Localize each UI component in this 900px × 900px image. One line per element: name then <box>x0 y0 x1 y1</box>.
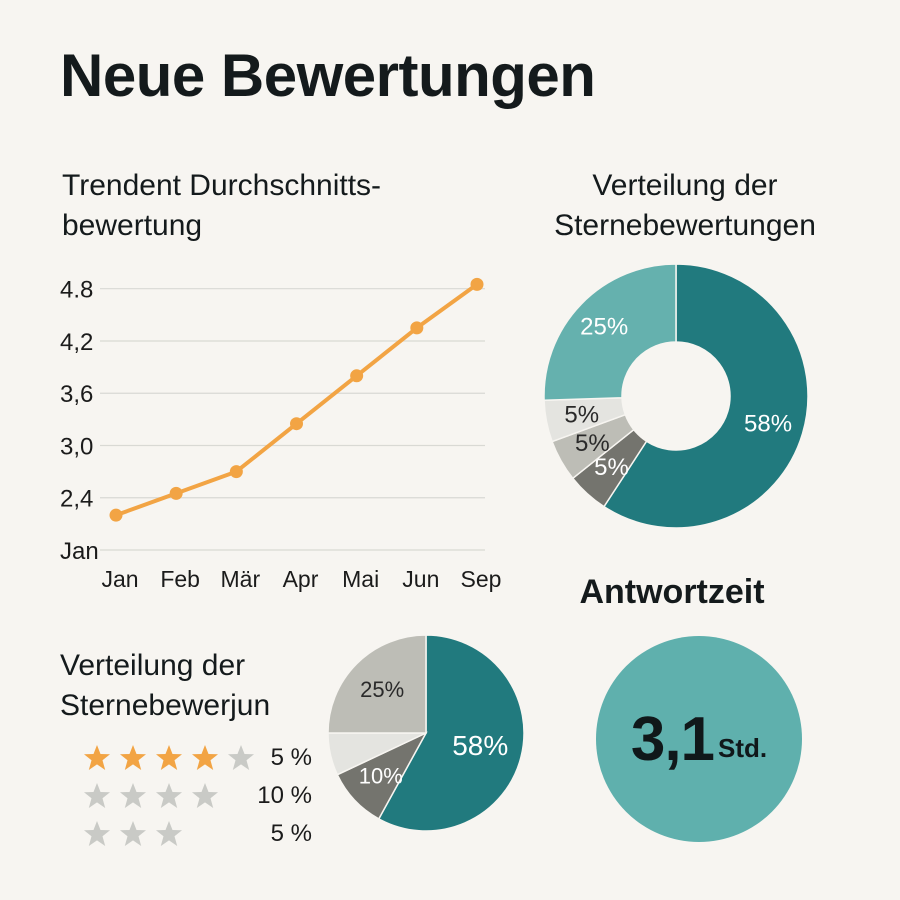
rating-percent: 10 % <box>257 782 312 809</box>
ratings-title-line-1: Verteilung der <box>60 649 246 682</box>
data-point <box>410 321 424 335</box>
data-point <box>169 486 183 500</box>
line-chart-title-line-2: bewertung <box>62 209 203 242</box>
data-point <box>290 417 303 431</box>
slice-label: 10% <box>359 763 403 788</box>
slice-label: 5% <box>594 454 629 481</box>
star-empty-icon <box>192 783 218 808</box>
donut-chart-title: Verteilung der Sternebewertungen <box>520 166 850 246</box>
slice-label: 5% <box>564 401 599 428</box>
pie-slice <box>327 634 427 734</box>
star-empty-icon <box>120 783 146 808</box>
donut-chart-title-line-1: Verteilung der <box>592 169 778 202</box>
x-tick-label: Jun <box>402 566 439 592</box>
data-point <box>229 465 243 479</box>
slice-label: 25% <box>580 313 628 340</box>
y-tick-label: 3,0 <box>60 433 93 460</box>
x-tick-label: Feb <box>160 566 200 592</box>
data-point <box>350 369 364 383</box>
star-empty-icon <box>156 821 182 846</box>
rating-stars <box>82 743 256 773</box>
rating-row: 5 % <box>82 816 312 852</box>
slice-label: 58% <box>452 730 508 761</box>
x-tick-label: Mai <box>342 566 379 592</box>
x-tick-label: Jan <box>101 566 138 592</box>
star-empty-icon <box>120 821 146 846</box>
rating-percent: 5 % <box>270 820 312 847</box>
star-empty-icon <box>84 783 110 808</box>
star-empty-icon <box>156 783 182 808</box>
line-chart-title-line-1: Trendent Durchschnitts- <box>62 169 382 202</box>
slice-label: 58% <box>744 410 792 437</box>
x-tick-label: Sep <box>461 566 502 592</box>
response-time-badge: 3,1 Std. <box>596 636 802 842</box>
x-tick-label: Apr <box>283 566 319 592</box>
star-filled-icon <box>156 745 182 770</box>
donut-chart: 58%5%5%5%25% <box>543 263 809 529</box>
line-chart-title: Trendent Durchschnitts- bewertung <box>62 166 482 246</box>
y-tick-label: 3,6 <box>60 381 93 408</box>
pie-slice <box>377 634 525 832</box>
rating-row: 10 % <box>82 778 312 814</box>
x-tick-label: Mär <box>221 566 261 592</box>
star-empty-icon <box>84 821 110 846</box>
data-point <box>470 277 484 291</box>
star-filled-icon <box>192 745 218 770</box>
ratings-title: Verteilung der Sternebewerјun <box>60 646 330 726</box>
page-title: Neue Bewertungen <box>60 42 596 109</box>
star-empty-icon <box>228 745 254 770</box>
ratings-title-line-2: Sternebewerјun <box>60 689 271 722</box>
pie-slice <box>543 263 677 402</box>
rating-row: 5 % <box>82 740 312 776</box>
star-filled-icon <box>84 745 110 770</box>
series-line <box>115 282 479 518</box>
response-time-unit: Std. <box>718 732 768 763</box>
y-tick-label: 4,2 <box>60 329 93 356</box>
data-point <box>109 508 123 522</box>
response-time-title: Antwortzeit <box>579 573 765 611</box>
y-tick-label: 2,4 <box>60 486 93 513</box>
rating-percent: 5 % <box>270 744 312 771</box>
star-filled-icon <box>120 745 146 770</box>
response-time-value: 3,1 <box>630 704 715 774</box>
y-tick-label: 4.8 <box>60 277 93 304</box>
donut-chart-title-line-2: Sternebewertungen <box>554 209 816 242</box>
y-tick-label: Jan <box>60 538 99 565</box>
slice-label: 5% <box>575 430 610 457</box>
rating-stars <box>82 819 256 849</box>
rating-stars <box>82 781 256 811</box>
pie-chart: 58% 10% 25% <box>327 634 525 832</box>
slice-label: 25% <box>360 677 404 702</box>
pie-slice <box>602 263 809 529</box>
